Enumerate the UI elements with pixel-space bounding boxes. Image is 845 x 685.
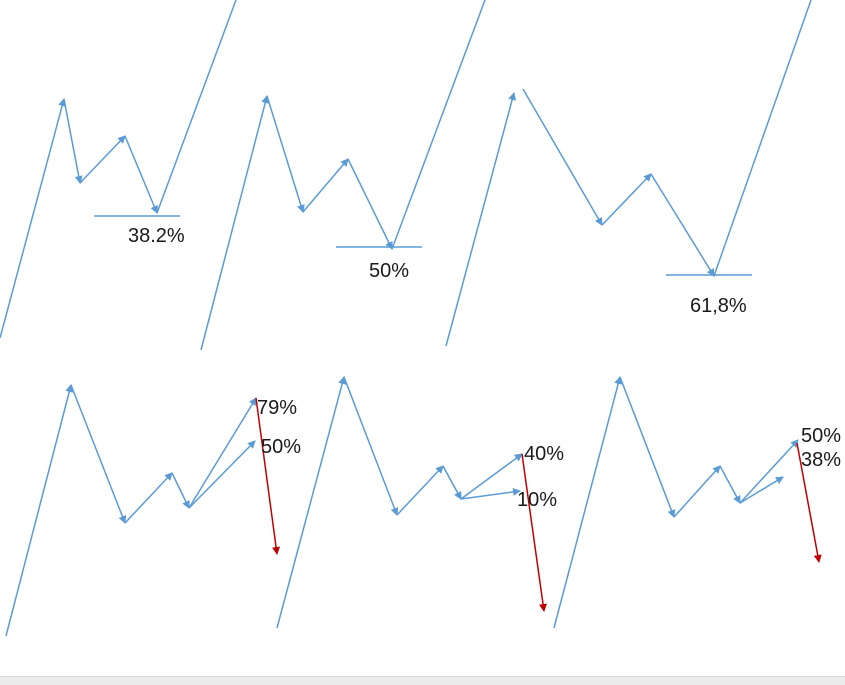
wave-line: [79, 135, 126, 184]
wave-line: [522, 88, 603, 226]
wave-line: [302, 158, 349, 213]
wave-line: [266, 95, 305, 213]
wave-line: [442, 465, 462, 500]
retracement-label: 50%: [369, 260, 409, 282]
panel-retracement-38: 38.2%: [0, 0, 237, 339]
wave-line: [124, 135, 159, 214]
wave-line: [713, 0, 812, 277]
projection-arrow: [521, 453, 547, 612]
wave-line: [719, 465, 741, 504]
wave-line: [171, 472, 190, 509]
wave-line: [396, 465, 444, 516]
wave-line: [343, 376, 399, 516]
wave-line: [460, 487, 521, 500]
wave-line: [347, 158, 393, 250]
wave-line: [553, 376, 623, 629]
panel-projection-50-38: 50% 38%: [553, 376, 841, 629]
level-label: 10%: [517, 489, 557, 511]
wave-line: [739, 439, 799, 504]
level-label: 40%: [524, 443, 564, 465]
panel-retracement-618: 61,8%: [445, 0, 812, 347]
level-label: 79%: [257, 397, 297, 419]
projection-arrow: [255, 397, 281, 555]
wave-line: [673, 465, 721, 518]
level-label: 50%: [801, 425, 841, 447]
wave-line: [445, 92, 517, 347]
wave-line: [156, 0, 237, 214]
panel-projection-79-50: 79% 50%: [5, 384, 301, 637]
wave-line: [63, 98, 83, 184]
wave-line: [188, 440, 256, 509]
wave-line: [460, 453, 523, 500]
wave-line: [601, 173, 652, 226]
panel-projection-40-10: 40% 10%: [276, 376, 564, 629]
wave-line: [200, 95, 270, 351]
retracement-label: 38.2%: [128, 225, 185, 247]
wave-line: [739, 476, 784, 504]
wave-line: [391, 0, 486, 250]
wave-line: [5, 384, 74, 637]
wave-line: [124, 472, 173, 524]
level-label: 50%: [261, 436, 301, 458]
bottom-scrollbar[interactable]: [0, 676, 845, 685]
wave-line: [650, 173, 715, 277]
panel-retracement-50: 50%: [200, 0, 486, 351]
wave-line: [276, 376, 347, 629]
projection-arrow: [796, 442, 822, 563]
level-label: 38%: [801, 449, 841, 471]
wave-line: [619, 376, 676, 518]
wave-line: [188, 397, 257, 509]
wave-line: [0, 98, 67, 339]
retracement-label: 61,8%: [690, 295, 747, 317]
wave-line: [70, 384, 127, 524]
